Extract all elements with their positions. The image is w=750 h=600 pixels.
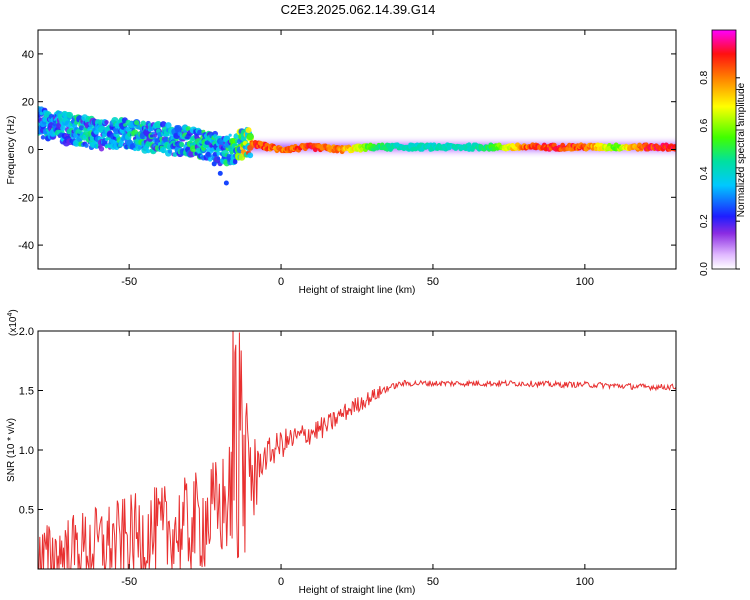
spectrum-point	[84, 143, 89, 148]
y-tick-label: -40	[18, 240, 34, 252]
spectrogram-x-axis: -50 0 50 100	[121, 30, 594, 288]
spectrum-point	[149, 134, 154, 138]
spectrum-point	[104, 119, 109, 125]
spectrum-point	[216, 151, 221, 156]
spectrum-point	[159, 121, 167, 128]
spectrum-dip-point	[217, 170, 223, 176]
snr-line	[38, 331, 676, 569]
y-tick-label: -20	[18, 192, 34, 204]
spectrogram-y-axis: -40 -20 0 20 40	[18, 49, 676, 252]
spectrum-point	[146, 148, 151, 154]
spectrogram-plot-area	[38, 105, 676, 186]
x-tick-label: -50	[121, 276, 137, 288]
x-tick-label: 100	[576, 576, 594, 588]
spectrum-point	[104, 145, 109, 149]
colorbar-gradient	[711, 29, 737, 270]
spectrum-dip-point	[205, 151, 211, 157]
spectrum-point	[78, 125, 85, 131]
snr-panel: -50 0 50 100 0.5 1.0 1.5 2.0 Height of straigh…	[6, 309, 677, 596]
spectrum-point	[151, 149, 155, 154]
chart-title: C2E3.2025.062.14.39.G14	[281, 2, 436, 17]
y-tick-label: 2.0	[19, 326, 34, 338]
colorbar-tick-label: 0.6	[699, 118, 710, 132]
colorbar-tick-label: 0.8	[699, 70, 710, 84]
spectrum-point	[167, 149, 173, 154]
spectrum-point	[247, 152, 254, 159]
snr-frame	[37, 330, 677, 570]
spectrum-point	[123, 123, 127, 127]
colorbar-tick-label: 0.0	[699, 262, 710, 276]
spectrum-point	[154, 121, 163, 129]
spectrum-point	[179, 141, 185, 148]
spectrum-point	[160, 146, 167, 154]
spectrum-point	[207, 157, 213, 162]
spectrum-point	[134, 120, 140, 126]
spectrum-point	[98, 146, 105, 152]
colorbar-ticks: 0.0 0.2 0.4 0.6 0.8	[699, 70, 740, 276]
snr-y-axis: 0.5 1.0 1.5 2.0	[19, 326, 676, 517]
y-tick-label: 40	[22, 49, 34, 61]
x-tick-label: 0	[278, 576, 284, 588]
snr-y-label: SNR (10 * v/v)	[6, 418, 17, 482]
spectrum-point	[246, 132, 254, 141]
spectrum-point	[60, 125, 66, 131]
spectrum-point	[42, 116, 48, 122]
colorbar-tick-label: 0.2	[699, 214, 710, 228]
colorbar-tick-label: 0.4	[699, 166, 710, 180]
x-tick-label: 100	[576, 276, 594, 288]
spectrum-point	[140, 120, 147, 127]
y-tick-label: 0	[28, 145, 34, 157]
spectrum-point	[212, 151, 218, 157]
spectrum-point	[152, 133, 157, 138]
snr-x-axis: -50 0 50 100	[121, 331, 594, 588]
spectrum-point	[165, 122, 172, 129]
snr-scale-label: (x104)	[7, 309, 19, 336]
spectrogram-x-label: Height of straight line (km)	[299, 285, 416, 296]
spectrogram-y-label: Frequency (Hz)	[6, 116, 17, 185]
spectrum-point	[216, 156, 221, 160]
y-tick-label: 1.5	[19, 386, 34, 398]
colorbar-label: Normalized spectral amplitude	[736, 82, 747, 217]
y-tick-label: 0.5	[19, 505, 34, 517]
spectrum-point	[39, 111, 44, 116]
spectrum-dip-point	[223, 180, 229, 186]
colorbar: 0.0 0.2 0.4 0.6 0.8 Normalized spectral ampl…	[699, 29, 747, 276]
spectrum-point	[245, 127, 252, 134]
x-tick-label: -50	[121, 576, 137, 588]
spectrum-point	[66, 111, 74, 119]
spectrum-point	[228, 133, 232, 137]
spectrum-point	[232, 159, 238, 165]
x-tick-label: 50	[427, 576, 439, 588]
snr-plot-area	[38, 331, 676, 569]
spectrum-dip-point	[211, 161, 217, 167]
snr-x-label: Height of straight line (km)	[299, 585, 416, 596]
x-tick-label: 0	[278, 276, 284, 288]
x-tick-label: 50	[427, 276, 439, 288]
spectrogram-panel: -50 0 50 100 -40 -20 0 20 40 Height of straight…	[6, 29, 677, 296]
y-tick-label: 1.0	[19, 445, 34, 457]
y-tick-label: 20	[22, 97, 34, 109]
spectrum-point	[40, 135, 46, 140]
